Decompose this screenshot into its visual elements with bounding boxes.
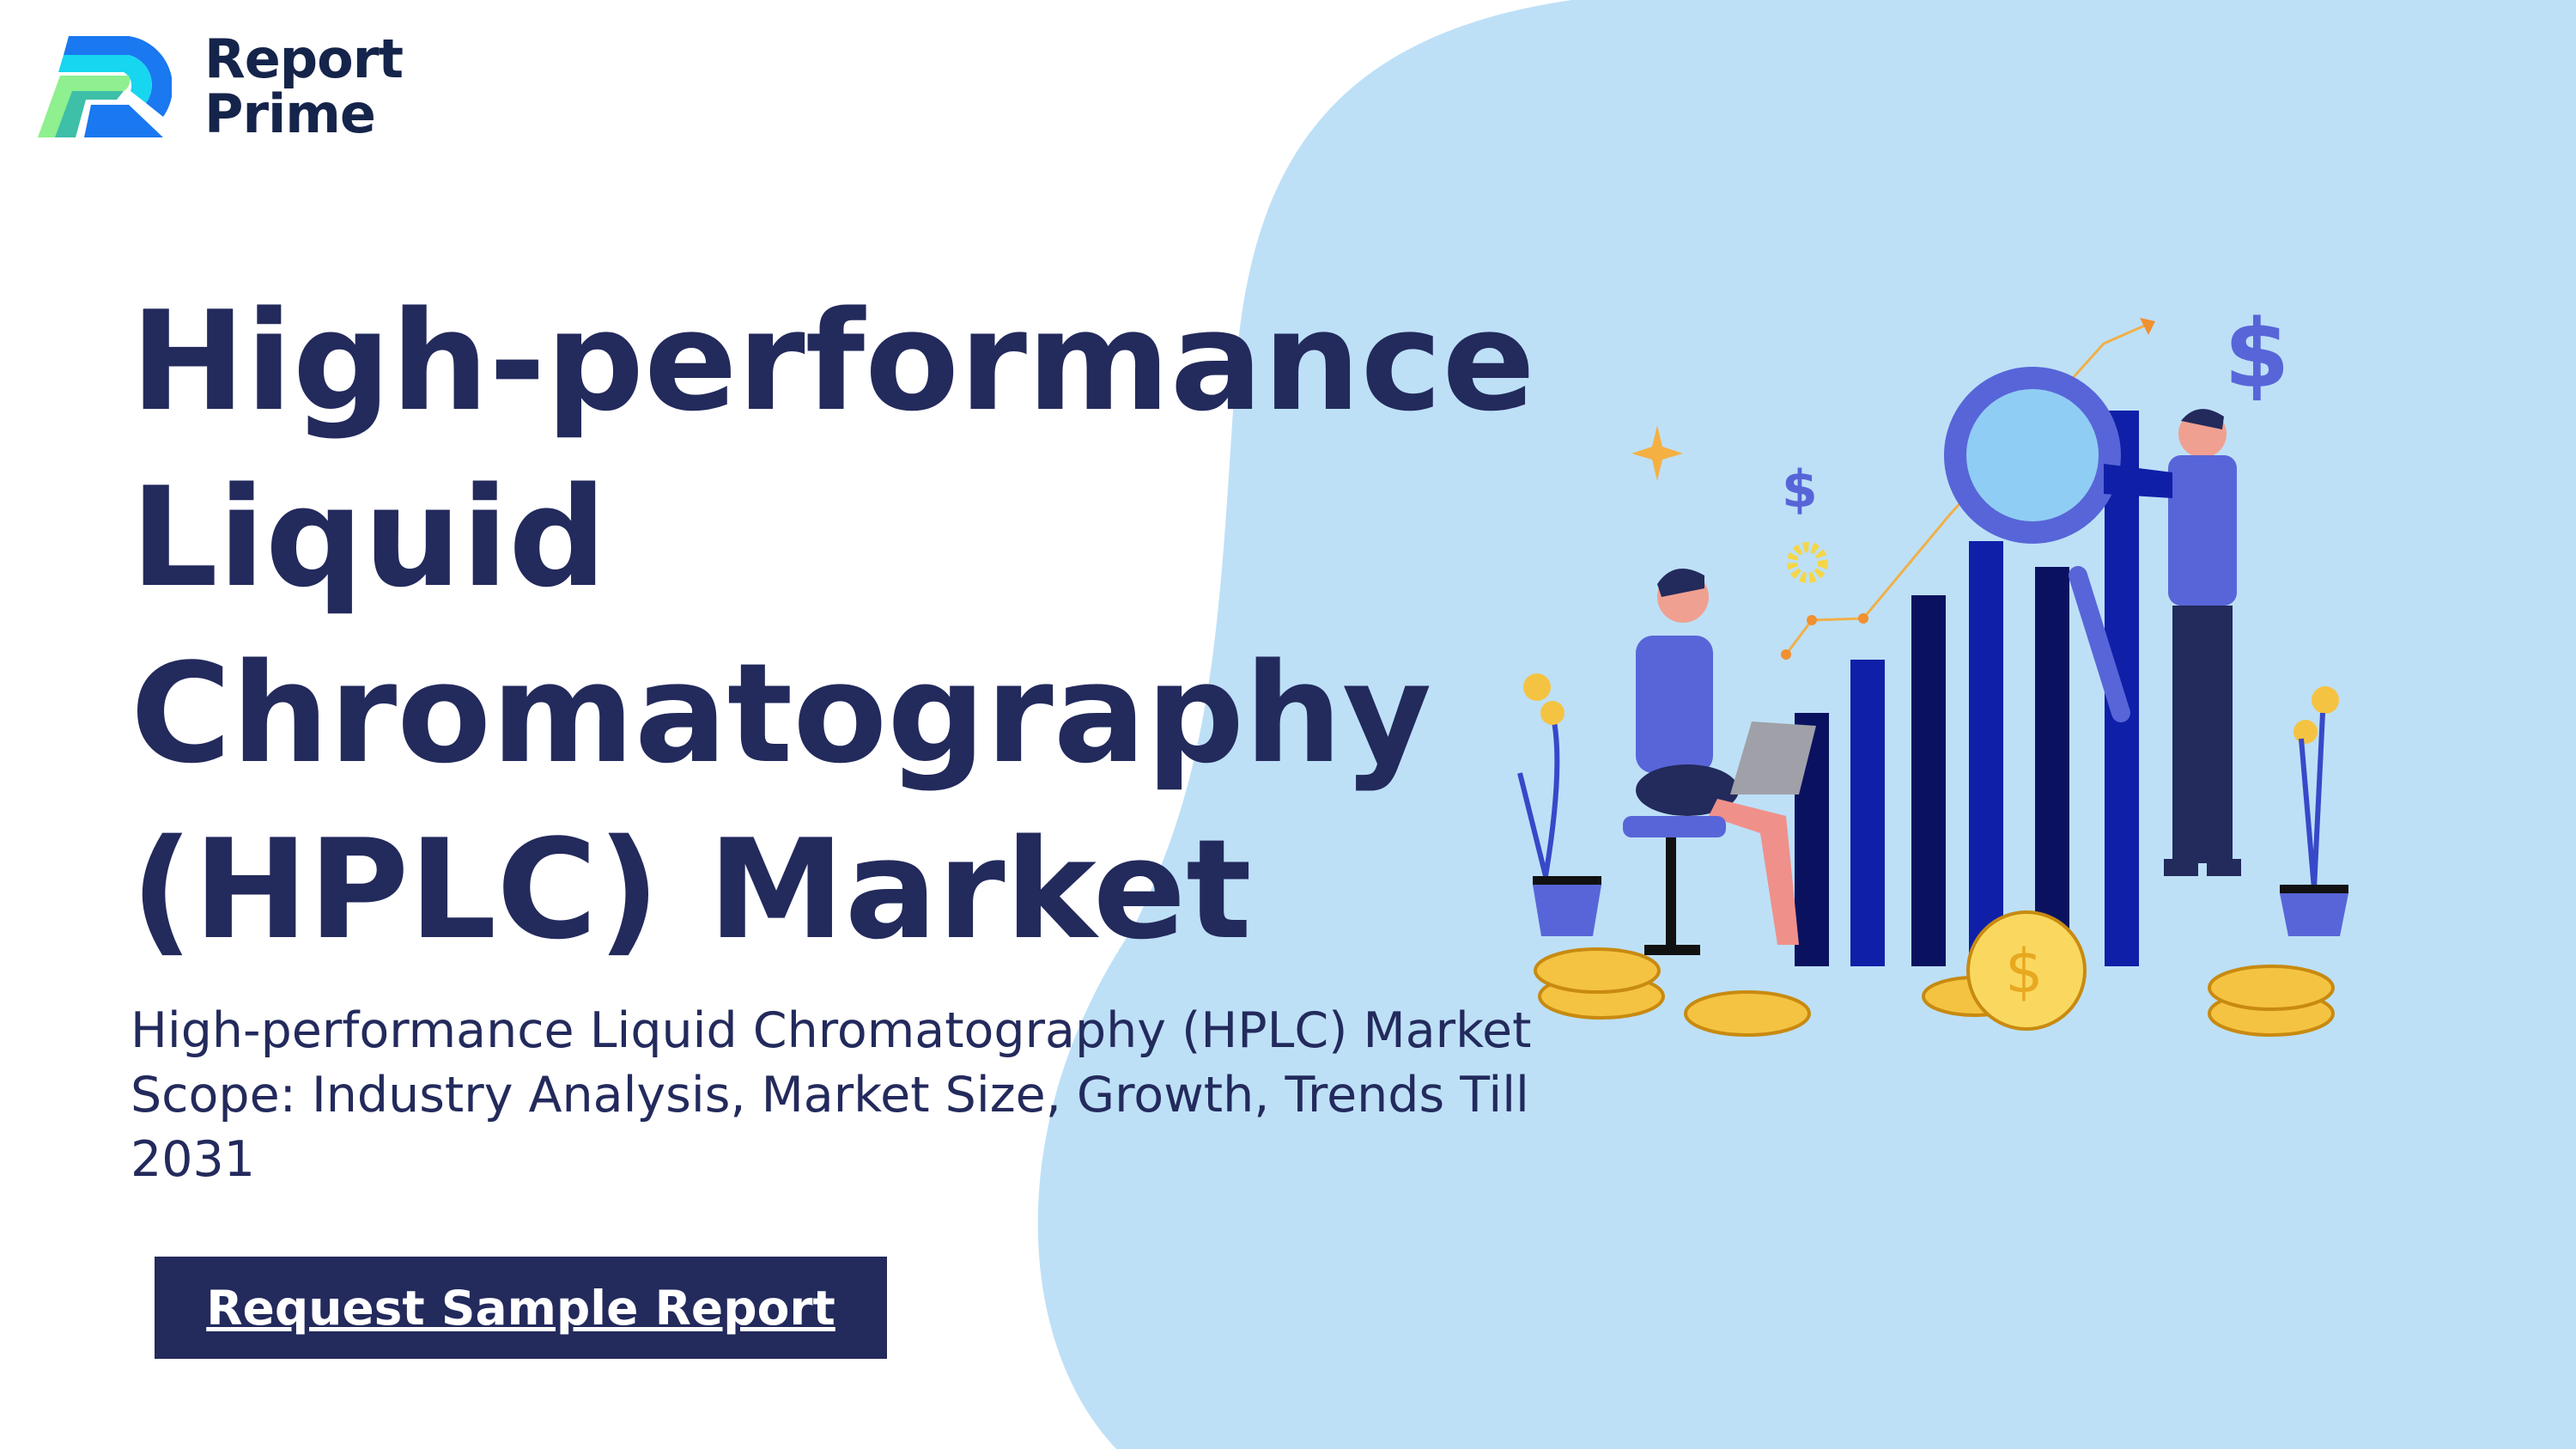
gear-icon [1787, 542, 1828, 583]
sparkle-icon [1631, 425, 1683, 481]
growth-arrow-icon [1781, 318, 2155, 660]
brand-logo[interactable]: Report Prime [34, 27, 404, 145]
report-prime-logo-icon [38, 36, 172, 137]
brand-name-line2: Prime [204, 82, 376, 145]
money-plant-icon [2280, 686, 2348, 936]
page-title: High-performance Liquid Chromatography (… [131, 281, 1535, 970]
market-illustration: $ $ $ [1517, 299, 2348, 1037]
man-figure-icon [2104, 409, 2241, 876]
woman-figure-icon [1623, 569, 1816, 955]
request-sample-report-button[interactable]: Request Sample Report [155, 1257, 887, 1359]
coin-stack-icon [1534, 910, 2335, 1037]
page-subtitle: High-performance Liquid Chromatography (… [131, 1002, 1532, 1188]
bar-chart-icon [1795, 411, 2139, 966]
brand-name-line1: Report [204, 27, 404, 90]
magnifier-icon [1944, 367, 2130, 722]
money-plant-icon [1517, 673, 1601, 936]
coin-dollar-icon: $ [2005, 936, 2044, 1007]
dollar-icon: $ [2224, 299, 2290, 409]
dollar-icon: $ [1782, 460, 1818, 520]
